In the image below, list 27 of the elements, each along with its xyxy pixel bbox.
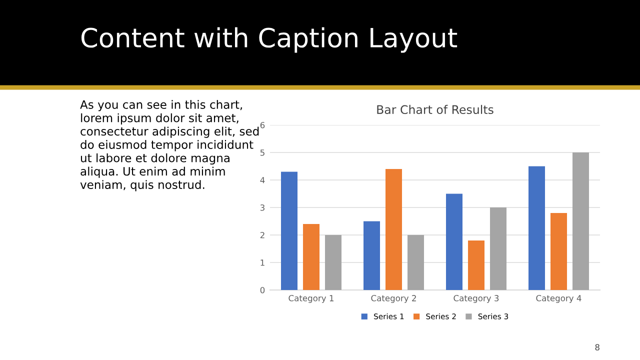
- chart-title: Bar Chart of Results: [377, 104, 494, 114]
- text: Content with Caption Layout: [81, 27, 458, 53]
- bar: [572, 152, 589, 290]
- text: 8: [595, 344, 600, 350]
- bar: [446, 194, 462, 290]
- bar: [325, 235, 342, 290]
- y-tick-label: 2: [260, 232, 264, 238]
- x-tick-label: Category 2: [371, 295, 416, 303]
- y-tick-label: 4: [260, 177, 265, 184]
- bar: [408, 235, 424, 290]
- y-tick-label: 0: [260, 286, 265, 294]
- bar: [468, 240, 484, 290]
- x-tick-label: Category 4: [536, 295, 582, 303]
- y-tick-label: 6: [260, 122, 265, 128]
- y-tick-label: 1: [260, 260, 264, 266]
- y-tick-label: 5: [260, 150, 264, 156]
- bar: [386, 169, 402, 290]
- x-tick-label: Category 1: [288, 295, 334, 303]
- y-tick-label: 3: [260, 204, 264, 211]
- bar: [303, 224, 320, 290]
- text: As you can see in this chart, lorem ipsum dolor sit amet, consectetur adipiscing elit, sed do eiusmod tempor incididunt ut labore et dolore magna aliqua. Ut enim ad minim veniam, quis nostrud.: [80, 100, 259, 192]
- bar: [364, 221, 380, 290]
- x-tick-label: Category 3: [454, 295, 499, 303]
- bar: [528, 166, 545, 290]
- bar: [550, 213, 567, 290]
- bar: [490, 208, 506, 290]
- bar: [281, 172, 298, 290]
